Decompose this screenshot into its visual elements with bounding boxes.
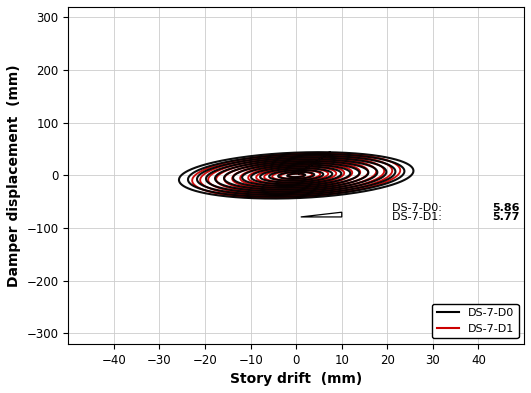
Text: 5.77: 5.77: [492, 213, 519, 222]
Y-axis label: Damper displacement  (mm): Damper displacement (mm): [7, 64, 21, 286]
Legend: DS-7-D0, DS-7-D1: DS-7-D0, DS-7-D1: [432, 304, 518, 338]
Text: DS-7-D1:: DS-7-D1:: [392, 213, 446, 222]
Text: DS-7-D0:: DS-7-D0:: [392, 203, 446, 213]
X-axis label: Story drift  (mm): Story drift (mm): [230, 372, 362, 386]
Text: 5.86: 5.86: [492, 203, 520, 213]
